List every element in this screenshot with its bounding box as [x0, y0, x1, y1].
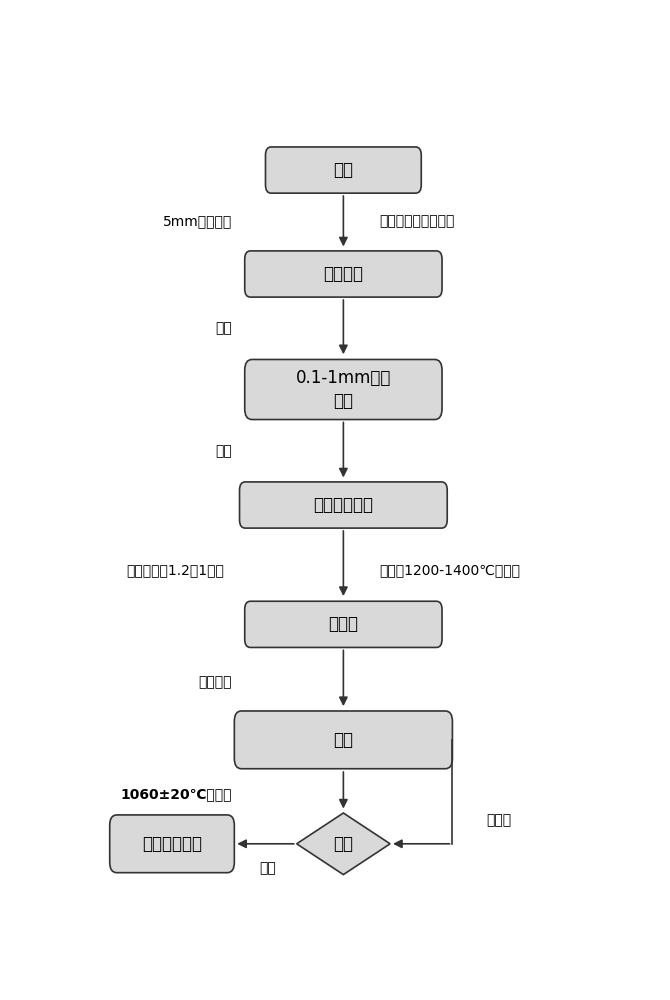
- Text: 不合格: 不合格: [486, 814, 512, 828]
- FancyBboxPatch shape: [265, 147, 421, 193]
- Text: 合格: 合格: [260, 861, 277, 875]
- Text: 废渣: 废渣: [334, 161, 353, 179]
- Text: 1060±20℃、捞炉: 1060±20℃、捞炉: [120, 787, 232, 801]
- Text: 过筛废渣: 过筛废渣: [324, 265, 363, 283]
- Text: 合格氟化稀土: 合格氟化稀土: [142, 835, 202, 853]
- FancyBboxPatch shape: [245, 359, 442, 420]
- Text: 上清液: 上清液: [328, 615, 358, 633]
- Text: 球磨: 球磨: [215, 321, 232, 335]
- FancyBboxPatch shape: [240, 482, 448, 528]
- Text: 电解: 电解: [334, 731, 353, 749]
- Text: 与氟化锂按1.2：1混合: 与氟化锂按1.2：1混合: [126, 563, 224, 577]
- Text: 电解炉里: 电解炉里: [198, 675, 232, 689]
- Text: 5mm塞子过筛: 5mm塞子过筛: [163, 215, 232, 229]
- FancyBboxPatch shape: [234, 711, 452, 769]
- Text: 剔除大块阳极和螺钉: 剔除大块阳极和螺钉: [380, 215, 455, 229]
- Polygon shape: [297, 813, 390, 875]
- FancyBboxPatch shape: [110, 815, 234, 873]
- Text: 加热至1200-1400℃，捞渣: 加热至1200-1400℃，捞渣: [380, 563, 521, 577]
- Text: 磁选: 磁选: [215, 444, 232, 458]
- FancyBboxPatch shape: [245, 251, 442, 297]
- Text: 0.1-1mm粒度
废渣: 0.1-1mm粒度 废渣: [295, 369, 391, 410]
- Text: 含铁少的废渣: 含铁少的废渣: [314, 496, 373, 514]
- Text: 检验: 检验: [334, 835, 353, 853]
- FancyBboxPatch shape: [245, 601, 442, 647]
